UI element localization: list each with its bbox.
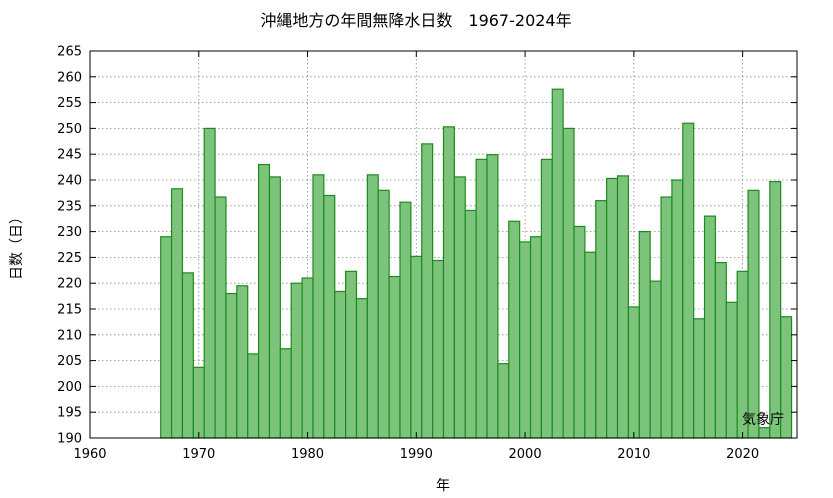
y-tick-label: 220 [57,277,82,292]
bar-2014 [671,179,684,439]
bar-2009 [616,175,630,439]
bar-1991 [421,143,434,439]
bar-1995 [464,209,477,439]
bar-2012 [649,280,662,439]
bar-2002 [540,158,553,439]
bar-2022 [758,427,771,439]
bar-1986 [366,174,379,439]
y-tick-label: 200 [57,380,82,395]
bar-1985 [355,298,368,439]
bar-2023 [769,180,782,439]
credit: 気象庁 [742,412,784,428]
bar-2021 [747,189,760,439]
bar-1972 [214,196,227,439]
y-tick-label: 255 [57,96,82,111]
bar-1974 [236,285,249,439]
y-tick-label: 260 [57,70,82,85]
y-tick-label: 245 [57,148,82,163]
chart-title: 沖縄地方の年間無降水日数 1967-2024年 [260,11,571,30]
y-tick-label: 205 [57,354,82,369]
bar-1988 [388,275,401,439]
bar-1978 [279,348,292,439]
bar-1993 [442,126,455,439]
bar-1990 [410,255,423,439]
bar-1971 [203,127,216,439]
bar-1989 [399,201,412,439]
bar-1984 [345,270,358,439]
bar-2016 [693,318,706,439]
x-tick-label: 2010 [617,447,650,462]
bar-1997 [486,154,499,439]
bar-2000 [519,241,532,439]
bar-2005 [573,225,586,439]
bar-1970 [192,366,205,439]
bar-2004 [562,127,575,439]
bars [160,88,793,439]
y-tick-label: 230 [57,225,82,240]
bar-1977 [268,176,281,439]
y-tick-label: 210 [57,328,82,343]
bar-2018 [714,261,727,439]
bar-1968 [170,188,184,439]
bar-2010 [627,306,640,439]
x-axis-label: 年 [436,478,450,494]
bar-1973 [225,292,238,439]
bar-2006 [584,251,597,439]
bar-1975 [247,353,260,439]
bar-1979 [290,282,303,439]
ticks: 190 195 200 205 210 215 220 225 230 235 240 245 250 2… [57,45,797,462]
bar-2001 [529,236,542,439]
y-tick-label: 250 [57,122,82,137]
bar-2013 [660,196,673,439]
y-tick-label: 265 [57,45,82,60]
bar-1969 [181,272,194,439]
bar-2007 [595,200,608,439]
bar-1999 [508,220,521,439]
x-tick-label: 2000 [509,447,542,462]
bar-1992 [432,259,445,439]
y-tick-label: 190 [57,432,82,447]
bar-1996 [475,158,488,439]
bar-1983 [334,290,347,439]
bar-1981 [312,174,325,439]
x-tick-label: 2020 [726,447,759,462]
bar-1976 [257,163,271,439]
x-tick-label: 1960 [73,447,106,462]
bar-2011 [638,231,651,439]
bar-2017 [703,215,717,439]
y-tick-label: 235 [57,199,82,214]
y-tick-label: 195 [57,406,82,421]
bar-2019 [725,301,738,439]
bar-1994 [453,176,466,439]
bar-2015 [682,122,695,439]
y-axis-label: 日数（日） [9,210,25,280]
bar-1967 [160,236,173,439]
x-tick-label: 1990 [400,447,433,462]
y-tick-label: 225 [57,251,82,266]
plot-frame [89,50,798,439]
y-tick-label: 240 [57,174,82,189]
bar-2003 [551,88,564,439]
bar-1987 [377,189,390,439]
bar-1980 [301,277,314,439]
y-tick-label: 215 [57,303,82,318]
bar-2008 [606,177,619,439]
bar-1982 [323,194,336,439]
x-tick-label: 1980 [291,447,324,462]
x-tick-label: 1970 [182,447,215,462]
bar-1998 [497,363,510,439]
